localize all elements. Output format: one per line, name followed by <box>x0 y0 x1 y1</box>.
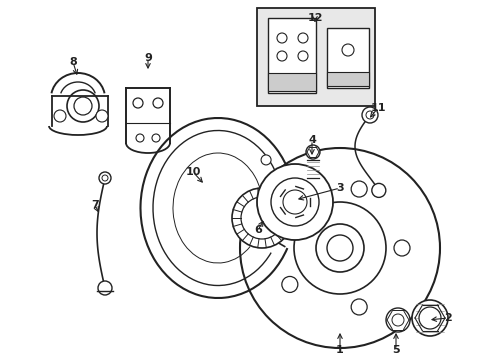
Circle shape <box>241 197 283 239</box>
Circle shape <box>153 98 163 108</box>
Circle shape <box>54 110 66 122</box>
Circle shape <box>341 44 353 56</box>
Bar <box>326 72 368 86</box>
Circle shape <box>411 300 447 336</box>
Circle shape <box>371 183 385 197</box>
Text: 1: 1 <box>335 345 343 355</box>
Text: 3: 3 <box>336 183 343 193</box>
Text: 2: 2 <box>443 313 451 323</box>
Circle shape <box>385 308 409 332</box>
Circle shape <box>297 51 307 61</box>
Circle shape <box>102 175 108 181</box>
Text: 5: 5 <box>391 345 399 355</box>
Bar <box>326 28 368 88</box>
Circle shape <box>391 314 403 326</box>
Circle shape <box>305 145 319 159</box>
Circle shape <box>74 97 92 115</box>
Circle shape <box>261 155 270 165</box>
Circle shape <box>326 235 352 261</box>
Text: 12: 12 <box>306 13 322 23</box>
Circle shape <box>96 110 108 122</box>
Bar <box>257 8 374 106</box>
Circle shape <box>281 276 297 292</box>
Text: 4: 4 <box>307 135 315 145</box>
Circle shape <box>297 33 307 43</box>
Circle shape <box>133 98 142 108</box>
Text: 9: 9 <box>144 53 152 63</box>
Circle shape <box>257 164 332 240</box>
Circle shape <box>418 307 440 329</box>
Circle shape <box>283 190 306 214</box>
Bar <box>267 73 315 91</box>
Circle shape <box>293 202 385 294</box>
Circle shape <box>350 299 366 315</box>
Circle shape <box>361 107 377 123</box>
Text: 10: 10 <box>185 167 200 177</box>
Circle shape <box>315 224 363 272</box>
Text: 6: 6 <box>254 225 262 235</box>
Circle shape <box>365 111 373 119</box>
Bar <box>267 18 315 93</box>
Circle shape <box>240 148 439 348</box>
Circle shape <box>281 203 297 220</box>
Circle shape <box>98 281 112 295</box>
Circle shape <box>231 188 291 248</box>
Circle shape <box>99 172 111 184</box>
Circle shape <box>350 181 366 197</box>
Circle shape <box>270 178 318 226</box>
Circle shape <box>67 90 99 122</box>
Text: 8: 8 <box>69 57 77 67</box>
Circle shape <box>152 134 160 142</box>
Text: 11: 11 <box>369 103 385 113</box>
Circle shape <box>276 51 286 61</box>
Text: 7: 7 <box>91 200 99 210</box>
Circle shape <box>393 240 409 256</box>
Circle shape <box>136 134 143 142</box>
Circle shape <box>276 33 286 43</box>
